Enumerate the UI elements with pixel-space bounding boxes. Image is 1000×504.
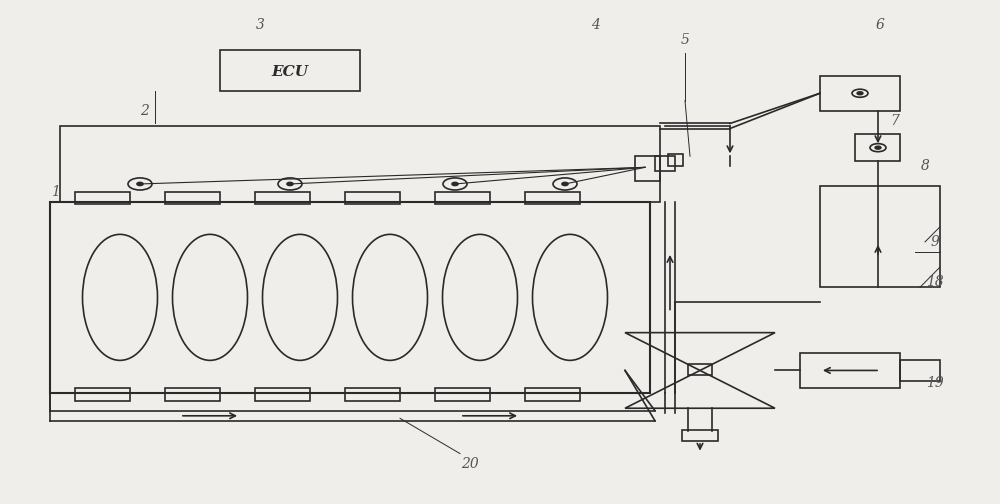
Circle shape (562, 182, 568, 185)
Bar (435, 388, 490, 401)
Circle shape (875, 146, 881, 149)
Bar (165, 388, 220, 401)
Bar (255, 388, 310, 401)
Bar (435, 192, 490, 204)
Text: 5: 5 (681, 33, 689, 47)
Circle shape (857, 92, 863, 95)
Circle shape (287, 182, 293, 185)
Bar (525, 192, 580, 204)
Bar (655, 156, 675, 171)
Bar (820, 76, 900, 111)
Circle shape (452, 182, 458, 185)
Text: 2: 2 (141, 104, 149, 118)
Text: 3: 3 (256, 18, 264, 32)
Bar (635, 156, 660, 181)
Text: 18: 18 (926, 275, 944, 289)
Text: 9: 9 (931, 235, 939, 249)
Bar (220, 50, 360, 91)
Bar (900, 360, 940, 381)
Bar (165, 192, 220, 204)
Circle shape (137, 182, 143, 185)
Bar (255, 192, 310, 204)
Bar (682, 430, 718, 441)
Text: 6: 6 (876, 18, 884, 32)
Text: 19: 19 (926, 376, 944, 390)
Bar (800, 353, 900, 388)
Text: 7: 7 (891, 114, 899, 128)
Text: 1: 1 (51, 184, 59, 199)
Bar (345, 388, 400, 401)
Bar (525, 388, 580, 401)
Text: ECU: ECU (272, 65, 308, 79)
Text: 4: 4 (591, 18, 599, 32)
Bar (668, 154, 683, 166)
Text: 8: 8 (921, 159, 929, 173)
Bar (50, 202, 650, 393)
Text: 20: 20 (461, 457, 479, 471)
Bar (820, 186, 940, 287)
Bar (855, 134, 900, 161)
Bar (60, 126, 660, 202)
Bar (75, 388, 130, 401)
Bar (345, 192, 400, 204)
Bar (75, 192, 130, 204)
Bar (688, 364, 712, 375)
